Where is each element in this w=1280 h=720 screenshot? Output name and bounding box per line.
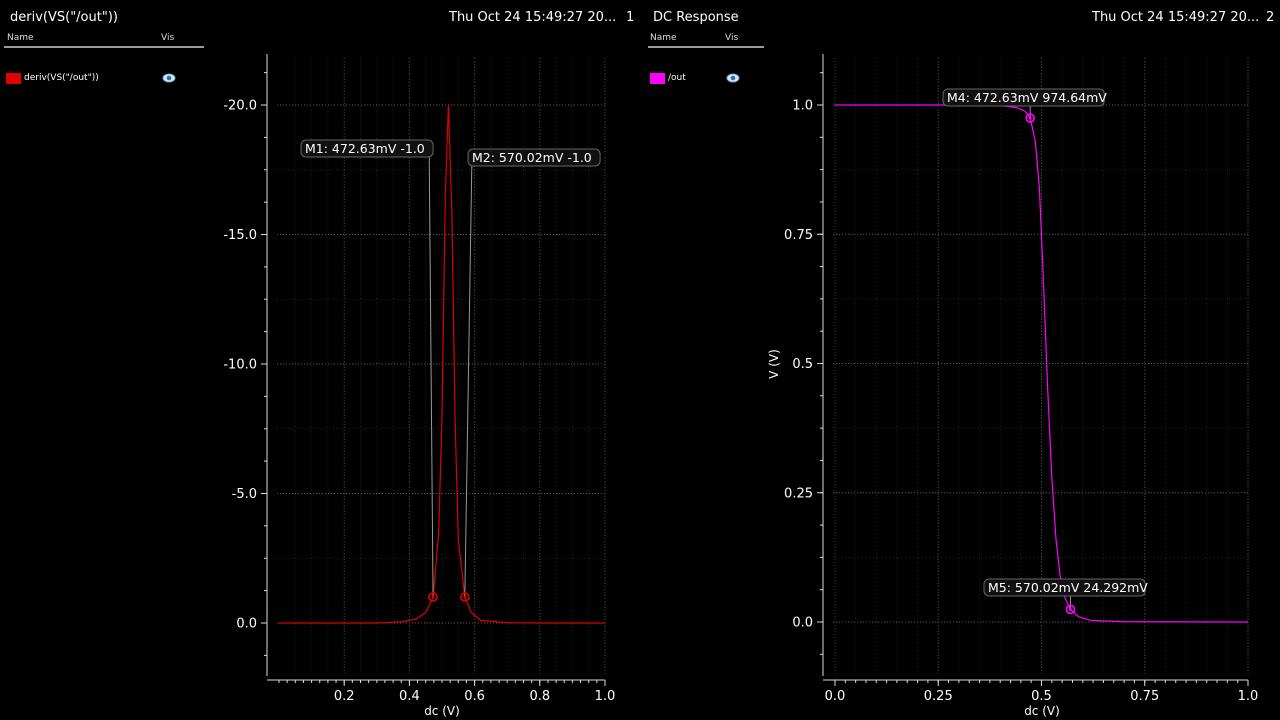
x-axis-label: dc (V) <box>424 704 460 718</box>
chart-2: 0.0 0.25 0.5 0.75 1.0 0.0 0.25 0.5 0.75 1.0 dc (V)… <box>767 54 1258 718</box>
legend-item[interactable]: /out <box>648 72 764 88</box>
x-tick-label: 1.0 <box>595 689 616 704</box>
eye-icon[interactable] <box>726 72 740 87</box>
legend-header: Name Vis <box>648 32 764 48</box>
legend-vis-header: Vis <box>725 33 739 43</box>
x-tick-label: 0.4 <box>399 689 420 704</box>
y-tick-label: 0.0 <box>236 617 257 632</box>
marker-dot <box>1028 116 1032 120</box>
timestamp: Thu Oct 24 15:49:27 20... <box>449 10 617 25</box>
panel-index: 2 <box>1266 10 1275 25</box>
x-tick-label: 1.0 <box>1238 689 1259 704</box>
marker-point <box>1065 604 1076 615</box>
marker-label-box <box>300 139 434 158</box>
legend-name-header: Name <box>650 33 677 43</box>
y-tick-label: -10.0 <box>223 358 257 373</box>
marker-label-box <box>942 88 1105 107</box>
panel-index: 1 <box>626 10 635 25</box>
marker-point <box>460 592 470 602</box>
legend-vis-header: Vis <box>161 33 175 43</box>
x-axis-label: dc (V) <box>1024 704 1060 718</box>
y-tick-label: 1.0 <box>792 99 813 114</box>
y-tick-label: 0.25 <box>784 486 813 501</box>
x-tick-label: 0.5 <box>1031 689 1052 704</box>
marker-point <box>1025 113 1035 123</box>
marker-label: M4: 472.63mV 974.64mV <box>947 90 1107 105</box>
marker-label-box <box>983 578 1146 597</box>
timestamp: Thu Oct 24 15:49:27 20... <box>1092 10 1260 25</box>
series-line <box>279 104 605 624</box>
x-tick-label: 0.25 <box>924 689 953 704</box>
marker-label-box <box>467 148 601 167</box>
legend-item-label: deriv(VS("/out")) <box>24 73 99 83</box>
y-tick-label: 0.0 <box>792 616 813 631</box>
legend: Name Vis deriv(VS("/out")) <box>4 32 204 88</box>
x-tick-label: 0.75 <box>1130 689 1159 704</box>
marker-dot <box>431 595 435 599</box>
marker-label: M5: 570.02mV 24.292mV <box>988 580 1148 595</box>
panel-deriv: deriv(VS("/out")) Thu Oct 24 15:49:27 20… <box>4 10 635 88</box>
eye-icon[interactable] <box>162 72 176 87</box>
series-line <box>835 104 1249 623</box>
y-tick-label: 0.75 <box>784 228 813 243</box>
legend: Name Vis /out <box>648 32 764 88</box>
x-tick-label: 0.2 <box>334 689 355 704</box>
x-tick-label: 0.8 <box>529 689 550 704</box>
chart-1: 0.0 -5.0 -10.0 -15.0 -20.0 0.2 0.4 0.6 0.8 1.0 dc … <box>223 54 615 718</box>
x-tick-label: 0.0 <box>825 689 846 704</box>
y-tick-label: -5.0 <box>232 487 257 502</box>
marker-point <box>428 592 438 602</box>
legend-header: Name Vis <box>4 32 204 48</box>
marker-dot <box>463 595 467 599</box>
legend-swatch <box>6 73 21 84</box>
panel-dc-response: DC Response Thu Oct 24 15:49:27 20... 2 … <box>640 0 1280 720</box>
marker-leader <box>428 141 434 598</box>
panel-title: DC Response <box>653 10 739 25</box>
y-axis-label: V (V) <box>767 349 781 379</box>
x-tick-label: 0.6 <box>464 689 485 704</box>
legend-name-header: Name <box>7 33 34 43</box>
marker-label: M2: 570.02mV -1.0 <box>472 150 592 165</box>
y-tick-label: -20.0 <box>223 99 257 114</box>
legend-item[interactable]: deriv(VS("/out")) <box>4 72 204 88</box>
legend-item-label: /out <box>668 73 686 83</box>
y-tick-label: -15.0 <box>223 228 257 243</box>
legend-swatch <box>650 73 665 84</box>
marker-leader <box>464 152 473 598</box>
panel-title: deriv(VS("/out")) <box>10 10 118 25</box>
marker-dot <box>1069 608 1072 611</box>
marker-label: M1: 472.63mV -1.0 <box>305 141 425 156</box>
y-tick-label: 0.5 <box>792 357 813 372</box>
